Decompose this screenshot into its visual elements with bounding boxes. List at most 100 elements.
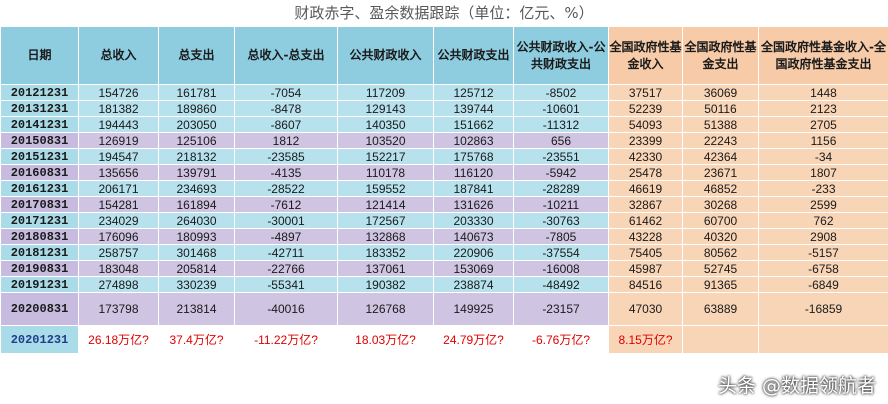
table-cell: 154281 bbox=[78, 196, 159, 213]
table-cell: 2908 bbox=[758, 228, 888, 245]
row-date-cell: 20200831 bbox=[0, 292, 79, 326]
table-cell: 32867 bbox=[608, 196, 683, 213]
table-cell: -8502 bbox=[513, 84, 609, 101]
table-cell: 24.79万亿? bbox=[433, 325, 514, 354]
table-cell: 159552 bbox=[337, 180, 434, 197]
table-cell: 301468 bbox=[158, 244, 235, 261]
table-cell: 23671 bbox=[682, 164, 759, 181]
table-cell: -6849 bbox=[758, 276, 888, 293]
table-cell: 258757 bbox=[78, 244, 159, 261]
table-cell: -8607 bbox=[234, 116, 338, 133]
table-cell: 234693 bbox=[158, 180, 235, 197]
table-cell: 54093 bbox=[608, 116, 683, 133]
table-row: 20131231 181382 189860 -8478 129143 139744 -10… bbox=[0, 100, 888, 117]
table-cell: -11.22万亿? bbox=[234, 325, 338, 354]
table-row: 20201231 26.18万亿? 37.4万亿? -11.22万亿? 18.03万亿?… bbox=[0, 325, 888, 354]
table-cell: -7805 bbox=[513, 228, 609, 245]
table-cell: 2123 bbox=[758, 100, 888, 117]
table-cell: 203050 bbox=[158, 116, 235, 133]
table-cell: 23399 bbox=[608, 132, 683, 149]
table-cell: 161894 bbox=[158, 196, 235, 213]
table-cell: 140673 bbox=[433, 228, 514, 245]
table-cell: 183352 bbox=[337, 244, 434, 261]
table-cell: -55341 bbox=[234, 276, 338, 293]
table-cell: 220906 bbox=[433, 244, 514, 261]
table-cell: 139744 bbox=[433, 100, 514, 117]
table-cell: -16008 bbox=[513, 260, 609, 277]
table-cell: 60700 bbox=[682, 212, 759, 229]
table-cell: -23585 bbox=[234, 148, 338, 165]
table-cell: 103520 bbox=[337, 132, 434, 149]
table-row: 20161231 206171 234693 -28522 159552 187841 -2… bbox=[0, 180, 888, 197]
table-cell: 149925 bbox=[433, 292, 514, 326]
table-cell: 36069 bbox=[682, 84, 759, 101]
header-date: 日期 bbox=[0, 26, 79, 85]
fiscal-data-table: 日期 总收入 总支出 总收入-总支出 公共财政收入 公共财政支出 公共财政收入-… bbox=[0, 26, 888, 354]
table-cell: 26.18万亿? bbox=[78, 325, 159, 354]
table-cell: -10211 bbox=[513, 196, 609, 213]
header-fund-expenditure: 全国政府性基金支出 bbox=[682, 26, 759, 85]
table-cell: 45987 bbox=[608, 260, 683, 277]
table-cell: -23157 bbox=[513, 292, 609, 326]
table-cell: 131626 bbox=[433, 196, 514, 213]
table-cell: -28289 bbox=[513, 180, 609, 197]
table-cell: 656 bbox=[513, 132, 609, 149]
table-cell: 37.4万亿? bbox=[158, 325, 235, 354]
table-cell: 121414 bbox=[337, 196, 434, 213]
table-cell: 116120 bbox=[433, 164, 514, 181]
table-cell: 42364 bbox=[682, 148, 759, 165]
table-row: 20200831 173798 213814 -40016 126768 149925 -2… bbox=[0, 292, 888, 326]
table-cell: 46619 bbox=[608, 180, 683, 197]
table-cell: 110178 bbox=[337, 164, 434, 181]
table-cell: 238874 bbox=[433, 276, 514, 293]
row-date-cell: 20150831 bbox=[0, 132, 79, 149]
table-cell: 218132 bbox=[158, 148, 235, 165]
table-cell: -7612 bbox=[234, 196, 338, 213]
row-date-cell: 20141231 bbox=[0, 116, 79, 133]
row-date-cell: 20121231 bbox=[0, 84, 79, 101]
header-row: 日期 总收入 总支出 总收入-总支出 公共财政收入 公共财政支出 公共财政收入-… bbox=[0, 26, 888, 85]
table-cell: -4897 bbox=[234, 228, 338, 245]
table-cell: 264030 bbox=[158, 212, 235, 229]
table-cell: 762 bbox=[758, 212, 888, 229]
table-cell: 181382 bbox=[78, 100, 159, 117]
table-cell: 140350 bbox=[337, 116, 434, 133]
table-cell: -11312 bbox=[513, 116, 609, 133]
table-row: 20150831 126919 125106 1812 103520 102863 656 2… bbox=[0, 132, 888, 149]
table-cell: 1812 bbox=[234, 132, 338, 149]
table-cell: 161781 bbox=[158, 84, 235, 101]
table-cell: 125712 bbox=[433, 84, 514, 101]
table-cell: 151662 bbox=[433, 116, 514, 133]
table-cell: 63889 bbox=[682, 292, 759, 326]
table-row: 20171231 234029 264030 -30001 172567 203330 -3… bbox=[0, 212, 888, 229]
table-cell: 190382 bbox=[337, 276, 434, 293]
table-cell: 126919 bbox=[78, 132, 159, 149]
row-date-cell: 20170831 bbox=[0, 196, 79, 213]
table-cell: 137061 bbox=[337, 260, 434, 277]
page-title: 财政赤字、盈余数据跟踪（单位：亿元、%） bbox=[294, 4, 594, 22]
table-cell: 153069 bbox=[433, 260, 514, 277]
table-cell: 274898 bbox=[78, 276, 159, 293]
table-cell: 42330 bbox=[608, 148, 683, 165]
table-cell: -30001 bbox=[234, 212, 338, 229]
table-cell: 1448 bbox=[758, 84, 888, 101]
table-row: 20180831 176096 180993 -4897 132868 140673 -78… bbox=[0, 228, 888, 245]
row-date-cell: 20190831 bbox=[0, 260, 79, 277]
header-total-expenditure: 总支出 bbox=[158, 26, 235, 85]
table-cell: -4135 bbox=[234, 164, 338, 181]
table-cell: 180993 bbox=[158, 228, 235, 245]
table-cell: -37554 bbox=[513, 244, 609, 261]
row-date-cell: 20151231 bbox=[0, 148, 79, 165]
table-cell: -10601 bbox=[513, 100, 609, 117]
table-cell: 2705 bbox=[758, 116, 888, 133]
table-row: 20121231 154726 161781 -7054 117209 125712 -85… bbox=[0, 84, 888, 101]
table-cell: 194547 bbox=[78, 148, 159, 165]
table-cell: 194443 bbox=[78, 116, 159, 133]
header-public-revenue: 公共财政收入 bbox=[337, 26, 434, 85]
table-cell: 135656 bbox=[78, 164, 159, 181]
table-cell: -40016 bbox=[234, 292, 338, 326]
table-cell: -233 bbox=[758, 180, 888, 197]
table-cell: 51388 bbox=[682, 116, 759, 133]
table-cell: 40320 bbox=[682, 228, 759, 245]
table-cell: 43228 bbox=[608, 228, 683, 245]
